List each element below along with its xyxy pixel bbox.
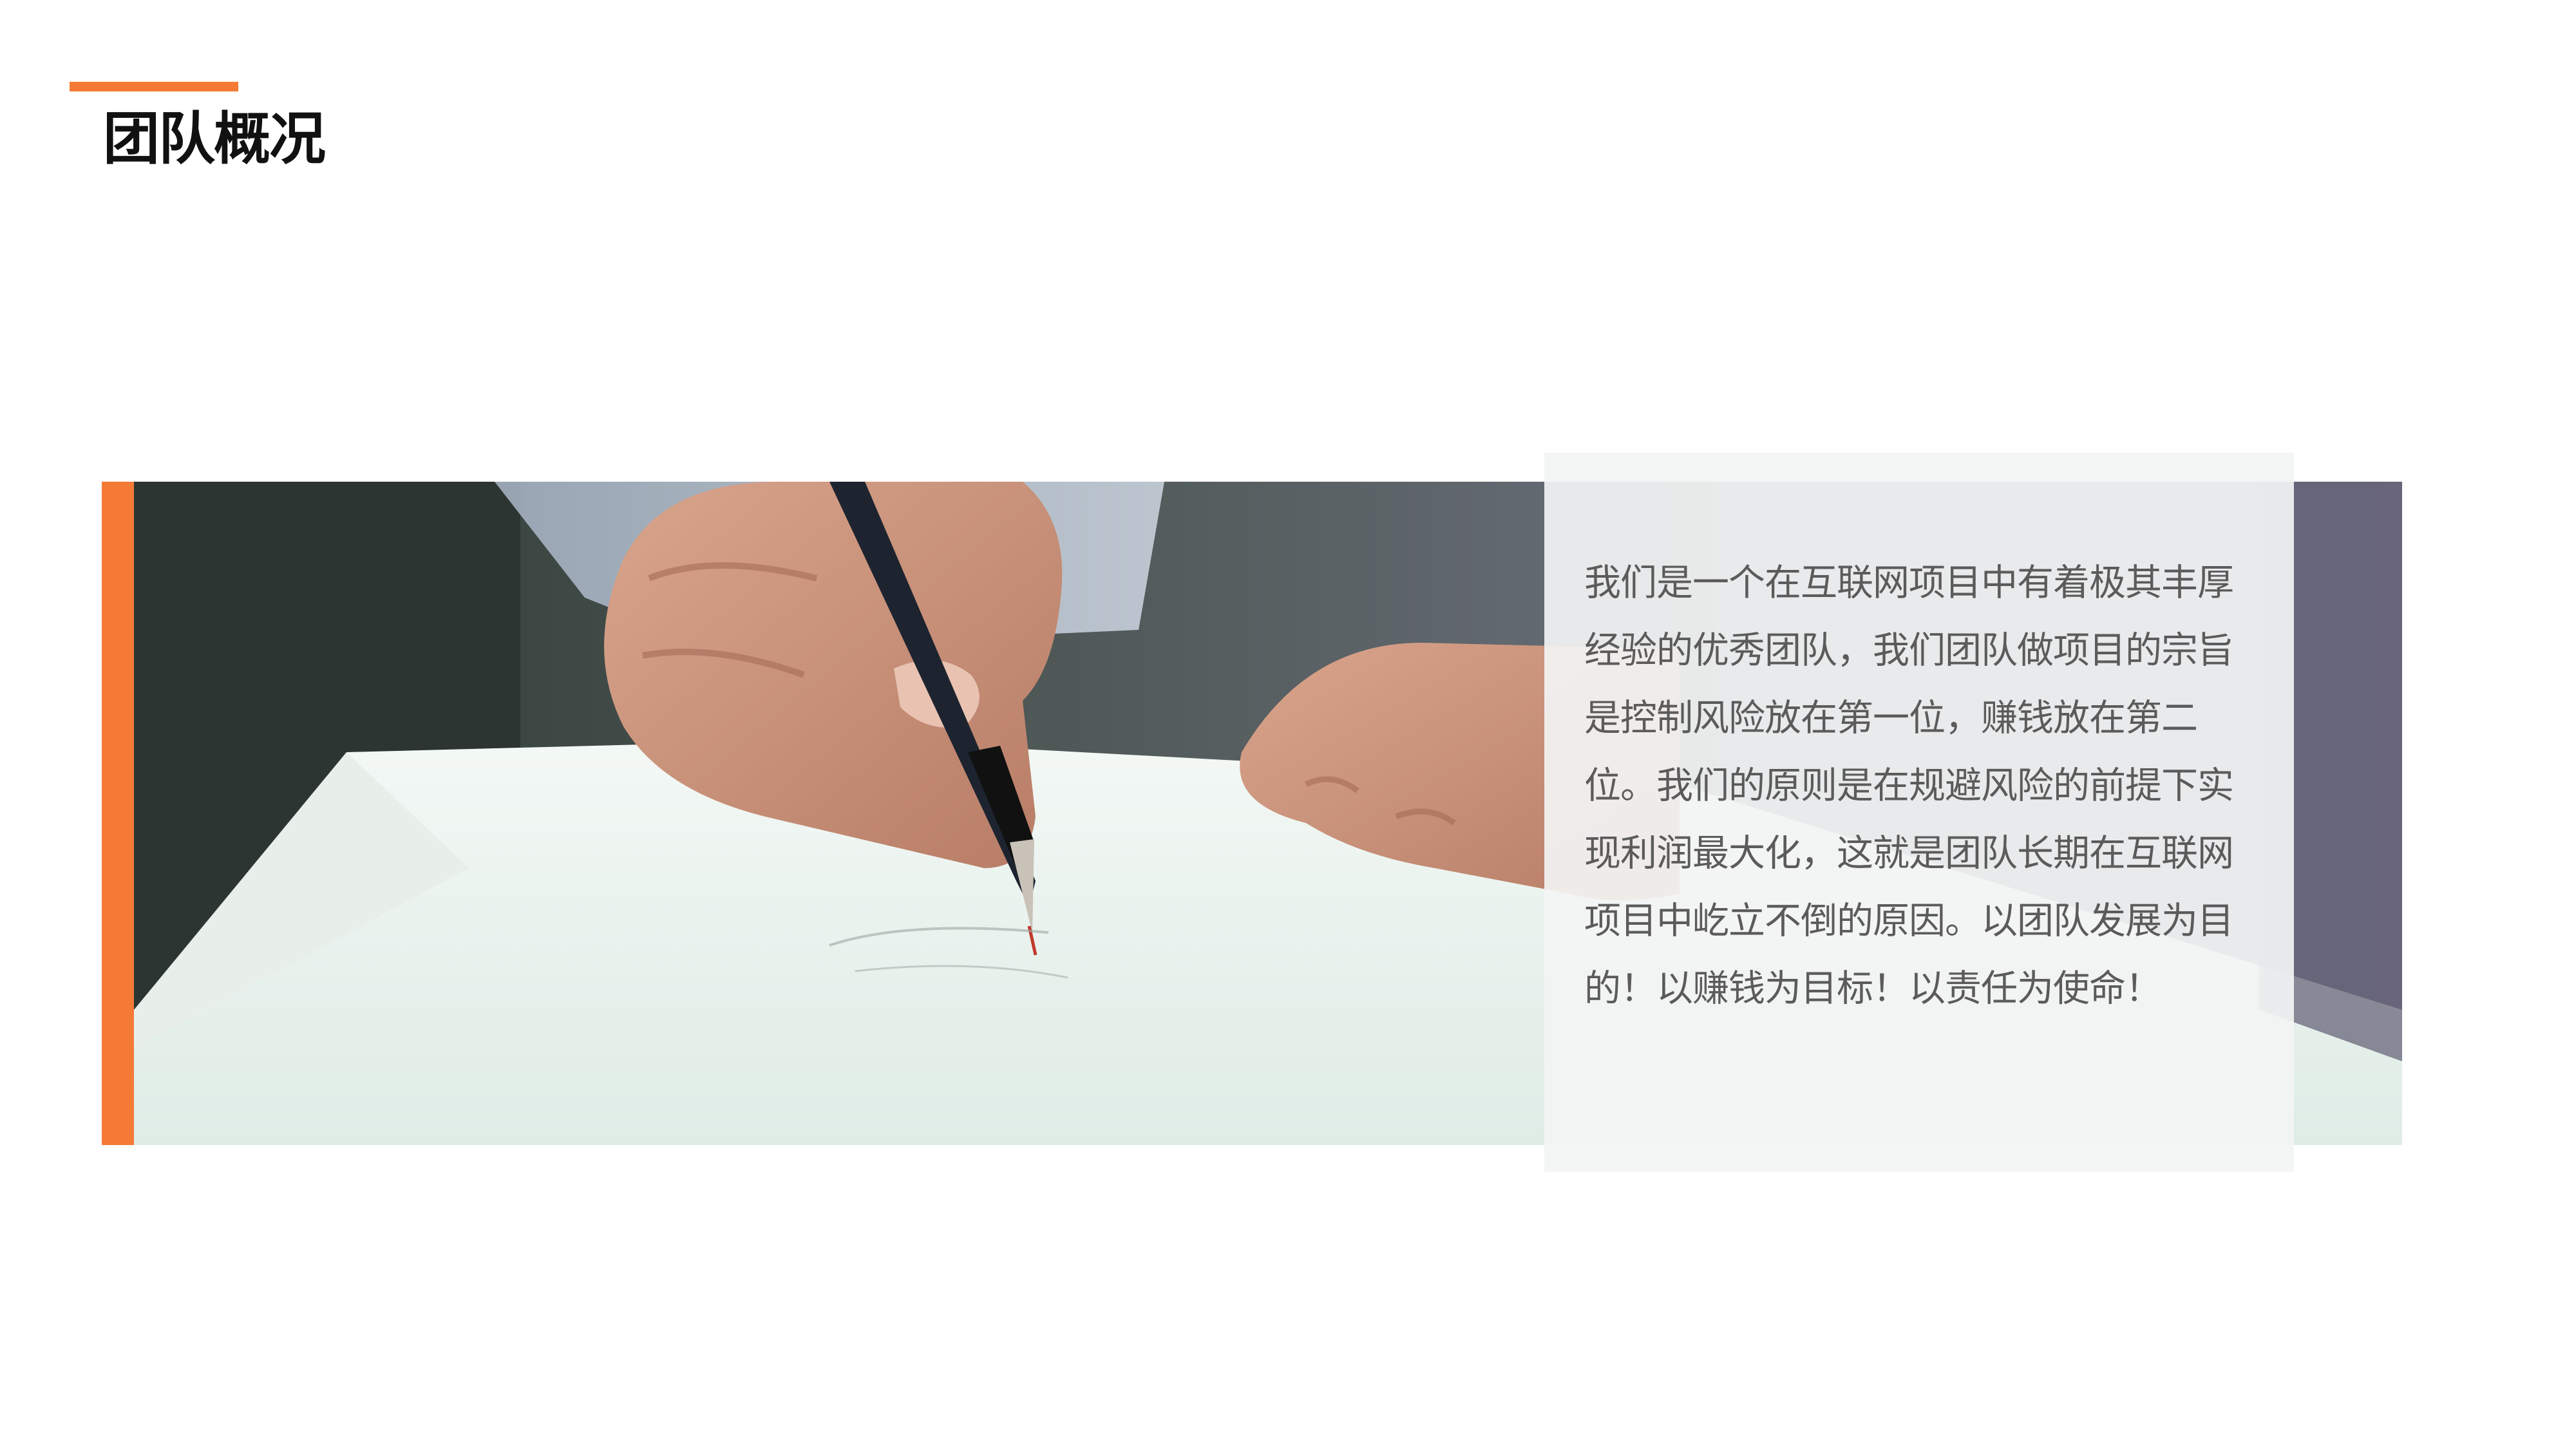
description-panel: 我们是一个在互联网项目中有着极其丰厚经验的优秀团队，我们团队做项目的宗旨是控制风… (1544, 453, 2294, 1172)
title-accent-line (70, 82, 238, 91)
description-text: 我们是一个在互联网项目中有着极其丰厚经验的优秀团队，我们团队做项目的宗旨是控制风… (1584, 562, 2234, 1010)
slide-title: 团队概况 (103, 106, 326, 172)
orange-side-bar (102, 482, 134, 1145)
